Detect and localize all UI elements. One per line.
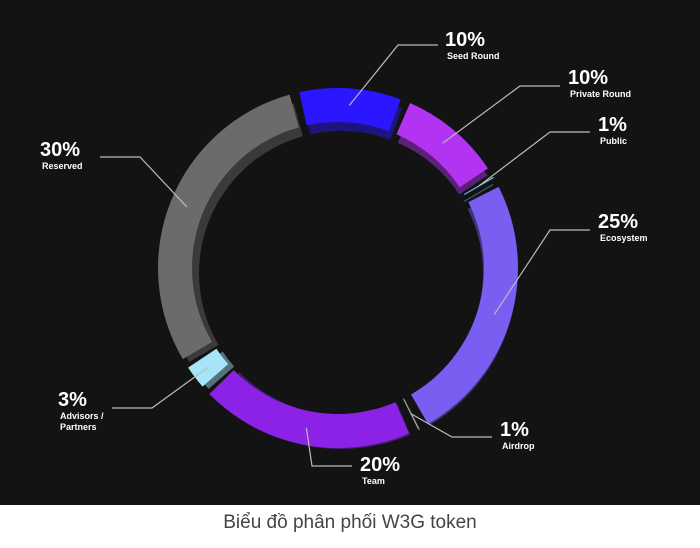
- slice-shadow: [463, 183, 494, 202]
- category-label: Ecosystem: [600, 233, 648, 243]
- value-label: 30%: [40, 139, 81, 161]
- category-label: Reserved: [42, 161, 83, 171]
- leader-line: [348, 44, 438, 106]
- value-label: 20%: [360, 454, 401, 476]
- slice: [299, 88, 401, 132]
- leader-line: [112, 366, 209, 409]
- value-label: 3%: [58, 389, 87, 411]
- slice: [209, 370, 409, 448]
- value-label: 1%: [500, 419, 529, 441]
- category-label: Airdrop: [502, 441, 535, 451]
- leader-line: [100, 156, 188, 208]
- slice-shadow: [165, 103, 303, 363]
- chart-area: 10% Seed Round 10% Private Round 1% Public 25%…: [0, 0, 700, 505]
- value-label: 10%: [568, 67, 609, 89]
- leader-line: [305, 427, 352, 467]
- caption: Biểu đồ phân phối W3G token: [223, 512, 477, 533]
- leader-line: [478, 131, 590, 187]
- slice: [396, 103, 488, 188]
- value-label: 10%: [445, 29, 486, 51]
- leader-line: [442, 85, 560, 144]
- slice: [411, 186, 518, 424]
- leader-line: [493, 229, 590, 315]
- value-label: 1%: [598, 114, 627, 136]
- category-label: Private Round: [570, 89, 632, 99]
- leader-line: [410, 413, 492, 438]
- category-label: Advisors / Partners: [60, 411, 104, 432]
- category-label: Seed Round: [447, 51, 500, 61]
- slice: [158, 94, 299, 360]
- chart: [100, 44, 590, 467]
- category-label: Public: [600, 136, 628, 146]
- category-label: Team: [362, 476, 385, 486]
- value-label: 25%: [598, 211, 639, 233]
